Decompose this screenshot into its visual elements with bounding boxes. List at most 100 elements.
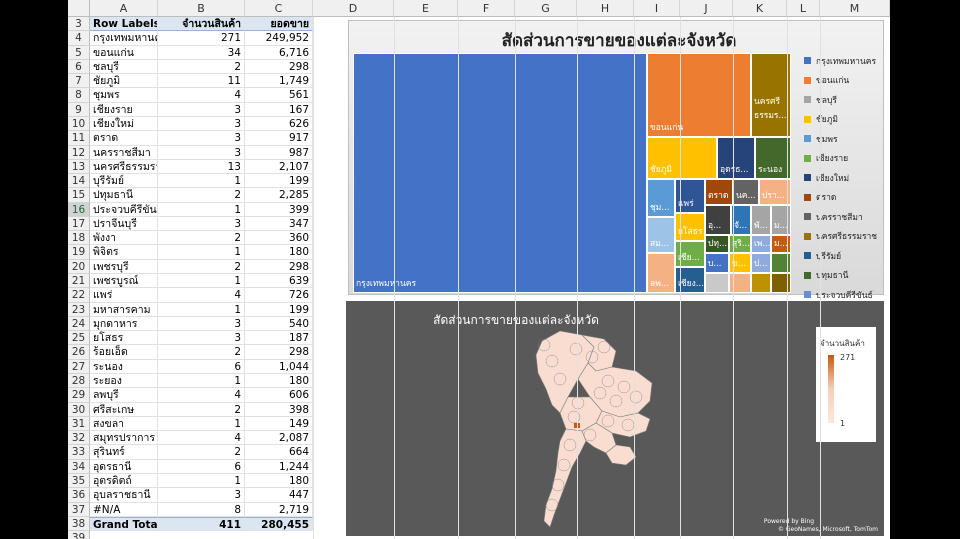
province-region[interactable] [543, 428, 587, 528]
column-header-b[interactable]: B [158, 0, 245, 17]
pivot-qty-cell[interactable]: 3 [158, 131, 245, 146]
row-header-4[interactable]: 4 [68, 31, 90, 46]
pivot-sales-cell[interactable]: 180 [245, 374, 313, 389]
row-header-6[interactable]: 6 [68, 59, 90, 75]
legend-entry[interactable]: ชุมพร [804, 129, 884, 149]
row-header-8[interactable]: 8 [68, 88, 90, 103]
pivot-row-label[interactable]: พิจิตร [90, 245, 158, 260]
pivot-qty-cell[interactable]: 1 [158, 245, 245, 260]
pivot-row-label[interactable]: เชียงราย [90, 102, 158, 117]
pivot-qty-cell[interactable]: 4 [158, 388, 245, 403]
pivot-row-label[interactable]: นครศรีธรรมราช [90, 159, 158, 175]
pivot-sales-cell[interactable]: 167 [245, 102, 313, 117]
treemap-tile[interactable] [751, 273, 771, 293]
legend-entry[interactable]: ชลบุรี [804, 90, 884, 110]
row-header-15[interactable]: 15 [68, 188, 90, 203]
row-header-27[interactable]: 27 [68, 359, 90, 375]
pivot-qty-cell[interactable]: 1 [158, 473, 245, 489]
pivot-row-label[interactable]: แพร่ [90, 288, 158, 303]
treemap-tile[interactable] [771, 273, 791, 293]
row-header-37[interactable]: 37 [68, 502, 90, 517]
treemap-tile[interactable] [729, 273, 751, 293]
pivot-row-label[interactable]: ตราด [90, 131, 158, 146]
row-header-35[interactable]: 35 [68, 473, 90, 489]
pivot-sales-cell[interactable]: 2,285 [245, 188, 313, 203]
pivot-row-label[interactable]: ขอนแก่น [90, 45, 158, 60]
row-header-31[interactable]: 31 [68, 416, 90, 432]
column-header-l[interactable]: L [787, 0, 820, 17]
row-header-28[interactable]: 28 [68, 374, 90, 389]
treemap-tile[interactable]: ม... [771, 235, 791, 253]
row-header-33[interactable]: 33 [68, 445, 90, 460]
pivot-qty-cell[interactable]: 3 [158, 216, 245, 232]
pivot-row-label[interactable]: ปราจีนบุรี [90, 216, 158, 232]
pivot-sales-cell[interactable]: 447 [245, 488, 313, 503]
row-header-5[interactable]: 5 [68, 45, 90, 60]
select-all-corner[interactable] [68, 0, 90, 17]
treemap-tile[interactable]: ขอนแก่น [647, 53, 751, 137]
legend-entry[interactable]: บุรีรัมย์ [804, 246, 884, 266]
pivot-qty-cell[interactable]: 3 [158, 316, 245, 332]
pivot-sales-cell[interactable]: 2,107 [245, 159, 313, 175]
pivot-sales-cell[interactable]: 360 [245, 231, 313, 246]
legend-entry[interactable]: ปทุมธานี [804, 266, 884, 286]
column-header-i[interactable]: I [634, 0, 680, 17]
pivot-sales-cell[interactable]: 917 [245, 131, 313, 146]
row-header-13[interactable]: 13 [68, 159, 90, 175]
pivot-qty-cell[interactable]: 2 [158, 445, 245, 460]
grand-total-sales[interactable]: 280,455 [245, 516, 313, 532]
pivot-row-label[interactable]: มหาสารคาม [90, 302, 158, 317]
treemap-tile[interactable]: ตราด [705, 179, 733, 205]
pivot-row-label[interactable]: อุบลราชธานี [90, 488, 158, 503]
pivot-sales-cell[interactable]: 298 [245, 259, 313, 275]
pivot-row-label[interactable]: ชุมพร [90, 88, 158, 103]
pivot-qty-cell[interactable]: 2 [158, 188, 245, 203]
pivot-qty-cell[interactable]: 271 [158, 31, 245, 46]
pivot-sales-cell[interactable]: 199 [245, 174, 313, 189]
pivot-qty-cell[interactable]: 3 [158, 116, 245, 132]
treemap-tile[interactable]: อุดรธ... [717, 137, 755, 179]
pivot-qty-cell[interactable]: 3 [158, 102, 245, 117]
row-header-25[interactable]: 25 [68, 331, 90, 346]
pivot-qty-cell[interactable]: 3 [158, 145, 245, 160]
legend-entry[interactable]: นครราชสีมา [804, 207, 884, 227]
row-header-38[interactable]: 38 [68, 516, 90, 532]
grand-total-qty[interactable]: 411 [158, 516, 245, 532]
pivot-sales-cell[interactable]: 1,749 [245, 74, 313, 89]
treemap-tile[interactable]: เพ... [751, 235, 771, 253]
pivot-row-label[interactable]: เพชรบุรี [90, 259, 158, 275]
row-header-32[interactable]: 32 [68, 431, 90, 446]
pivot-sales-cell[interactable]: 664 [245, 445, 313, 460]
pivot-sales-cell[interactable]: 199 [245, 302, 313, 317]
column-header-j[interactable]: J [680, 0, 733, 17]
pivot-sales-cell[interactable]: 298 [245, 345, 313, 360]
pivot-sales-cell[interactable]: 298 [245, 59, 313, 75]
pivot-row-label[interactable]: อุตรดิตถ์ [90, 473, 158, 489]
pivot-sales-cell[interactable]: 2,087 [245, 431, 313, 446]
treemap-tile[interactable] [771, 253, 791, 273]
pivot-sales-cell[interactable]: 639 [245, 274, 313, 289]
column-header-g[interactable]: G [515, 0, 577, 17]
pivot-qty-cell[interactable]: 34 [158, 45, 245, 60]
pivot-row-label[interactable]: ชัยภูมิ [90, 74, 158, 89]
treemap-tile[interactable]: ม... [771, 205, 791, 235]
row-header-10[interactable]: 10 [68, 116, 90, 132]
treemap-tile[interactable]: สุริ... [729, 235, 751, 253]
treemap-tile[interactable]: จั... [731, 205, 751, 235]
row-header-26[interactable]: 26 [68, 345, 90, 360]
pivot-qty-cell[interactable]: 3 [158, 488, 245, 503]
pivot-sales-cell[interactable]: 180 [245, 245, 313, 260]
pivot-sales-cell[interactable]: 149 [245, 416, 313, 432]
pivot-sales-cell[interactable]: 561 [245, 88, 313, 103]
pivot-qty-cell[interactable]: 6 [158, 459, 245, 474]
treemap-tile[interactable]: พั... [751, 205, 771, 235]
pivot-qty-cell[interactable]: 2 [158, 59, 245, 75]
row-header-18[interactable]: 18 [68, 231, 90, 246]
column-header-c[interactable]: C [245, 0, 313, 17]
pivot-sales-cell[interactable]: 6,716 [245, 45, 313, 60]
pivot-row-label[interactable]: เชียงใหม่ [90, 116, 158, 132]
column-header-m[interactable]: M [820, 0, 890, 17]
row-header-24[interactable]: 24 [68, 316, 90, 332]
column-header-h[interactable]: H [577, 0, 634, 17]
column-header-f[interactable]: F [458, 0, 515, 17]
